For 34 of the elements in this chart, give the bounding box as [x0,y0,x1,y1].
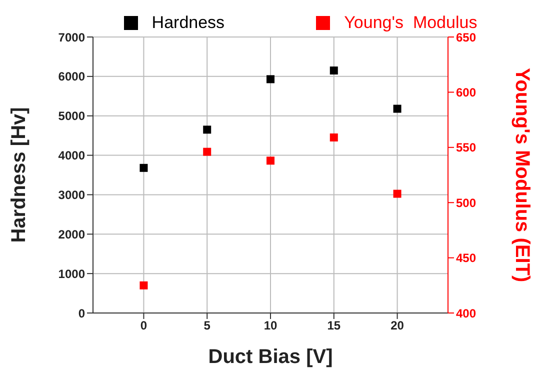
y2-tick-label: 500 [456,196,476,210]
legend-label: Young's Modulus [343,13,478,33]
y-tick-label: 5000 [58,109,86,124]
y-tick-label: 0 [78,306,86,320]
y2-tick-label: 650 [456,30,476,44]
x-tick-label: 10 [264,318,278,333]
y2-tick-label: 550 [456,140,476,155]
legend-label: Hardness [150,13,225,33]
x-tick-label: 15 [327,318,341,333]
x-tick-label: 5 [204,318,211,333]
y-tick-label: 6000 [58,70,86,84]
point [393,190,402,198]
y-axis-title: Hardness [Hv] [8,107,30,243]
point [393,104,402,113]
y2-tick-label: 450 [456,251,476,266]
point [266,156,274,165]
y-tick-label: 2000 [58,227,86,242]
x-axis-title: Duct Bias [V] [208,346,333,368]
y-tick-label: 3000 [58,188,86,202]
y-tick-label: 4000 [58,148,86,163]
point [266,75,274,84]
point [140,164,148,172]
point [330,66,338,75]
y2-tick-label: 400 [456,306,476,320]
x-tick-label: 0 [140,318,148,333]
y2-axis-title: Young's Modulus (EIT) [510,68,533,282]
y2-tick-label: 600 [456,85,476,100]
y-tick-label: 7000 [58,30,86,44]
point [203,126,212,134]
point [203,148,212,156]
y-tick-label: 1000 [58,266,86,281]
point [140,281,148,290]
point [330,133,338,142]
x-tick-label: 20 [390,318,404,333]
